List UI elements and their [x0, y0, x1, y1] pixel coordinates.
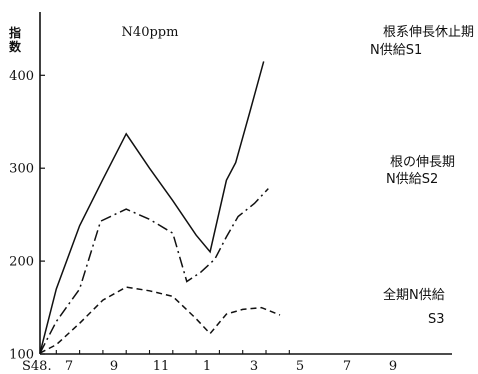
chart-title: N40ppm — [122, 25, 179, 40]
x-tick-label: S48. — [22, 359, 52, 374]
series-line-s3 — [39, 286, 281, 354]
series-labels: 根系伸長休止期 N供給S1 根の伸長期 N供給S2 全期N供給 S3 — [370, 25, 474, 327]
x-tick-label: 7 — [343, 359, 351, 374]
x-tick-label: 1 — [203, 359, 211, 374]
series-label-s2: 根の伸長期 — [390, 155, 455, 170]
x-tick-label: 11 — [153, 359, 170, 374]
y-tick-label: 100 — [9, 348, 34, 363]
y-tick-label: 200 — [9, 255, 34, 270]
series-label-s1: N供給S1 — [370, 43, 422, 58]
x-tick-label: 7 — [65, 359, 73, 374]
x-tick-label: 3 — [250, 359, 258, 374]
series-label-s2: N供給S2 — [386, 172, 438, 187]
series-label-s3: 全期N供給 — [383, 287, 445, 303]
x-tick-label: 9 — [389, 359, 397, 374]
series-line-s1 — [39, 61, 265, 354]
series-line-s2 — [39, 188, 269, 354]
y-axis-label: 指 — [9, 25, 21, 40]
y-axis-label: 数 — [9, 39, 22, 54]
y-tick-label: 300 — [9, 162, 34, 177]
series-label-s1: 根系伸長休止期 — [383, 25, 474, 40]
x-tick-label: 9 — [110, 359, 118, 374]
y-tick-label: 400 — [9, 69, 34, 84]
series-lines — [39, 61, 281, 354]
x-tick-label: 5 — [296, 359, 304, 374]
series-label-s3: S3 — [428, 312, 445, 327]
